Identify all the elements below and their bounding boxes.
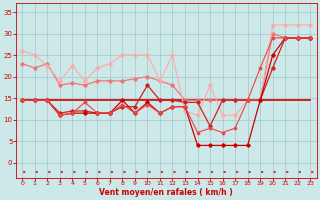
X-axis label: Vent moyen/en rafales ( km/h ): Vent moyen/en rafales ( km/h ) [100, 188, 233, 197]
